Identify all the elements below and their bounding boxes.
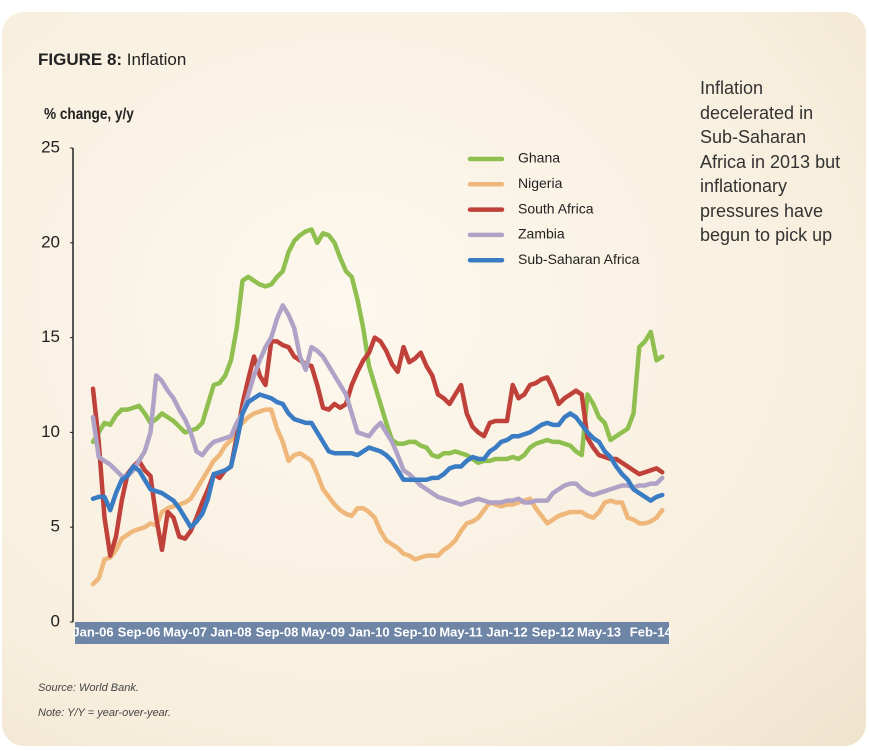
side-note: Inflation decelerated in Sub-Saharan Afr… <box>700 78 841 245</box>
legend-label: Zambia <box>518 226 565 242</box>
y-tick-label: 0 <box>51 611 60 630</box>
note: Note: Y/Y = year-over-year. <box>38 707 171 719</box>
x-tick-label: Jan-06 <box>72 624 113 639</box>
x-tick-label: Jan-08 <box>210 624 251 639</box>
figure-heading: FIGURE 8: Inflation <box>38 50 186 70</box>
source: Source: World Bank. <box>38 682 139 694</box>
x-axis-band <box>75 622 669 644</box>
legend-label: South Africa <box>518 200 594 216</box>
legend-label: Sub-Saharan Africa <box>518 251 640 267</box>
x-tick-label: Jan-12 <box>486 624 527 639</box>
y-tick-label: 15 <box>41 327 60 346</box>
series-line <box>90 335 665 558</box>
y-axis-label: % change, y/y <box>44 106 135 123</box>
figure-label: FIGURE 8: <box>38 50 123 69</box>
x-tick-label: Sep-10 <box>394 624 437 639</box>
legend-label: Ghana <box>518 150 560 166</box>
x-tick-label: Sep-06 <box>118 624 161 639</box>
y-tick-label: 20 <box>41 232 60 251</box>
series-line <box>90 407 665 587</box>
x-tick-label: Sep-12 <box>532 624 575 639</box>
x-tick-label: May-09 <box>301 624 345 639</box>
y-tick-label: 25 <box>41 137 60 156</box>
chart-title: Inflation <box>126 50 187 69</box>
x-tick-label: May-11 <box>439 624 482 639</box>
series-line <box>90 392 665 530</box>
x-tick-label: Jan-10 <box>348 624 389 639</box>
x-tick-label: May-13 <box>577 624 621 639</box>
x-tick-label: May-07 <box>163 624 207 639</box>
y-tick-label: 10 <box>41 422 60 441</box>
series-line <box>90 227 665 465</box>
y-tick-label: 5 <box>51 517 60 536</box>
series-line <box>90 303 665 507</box>
legend-label: Nigeria <box>518 175 563 191</box>
x-tick-label: Sep-08 <box>256 624 299 639</box>
x-tick-label: Feb-14 <box>630 624 673 639</box>
